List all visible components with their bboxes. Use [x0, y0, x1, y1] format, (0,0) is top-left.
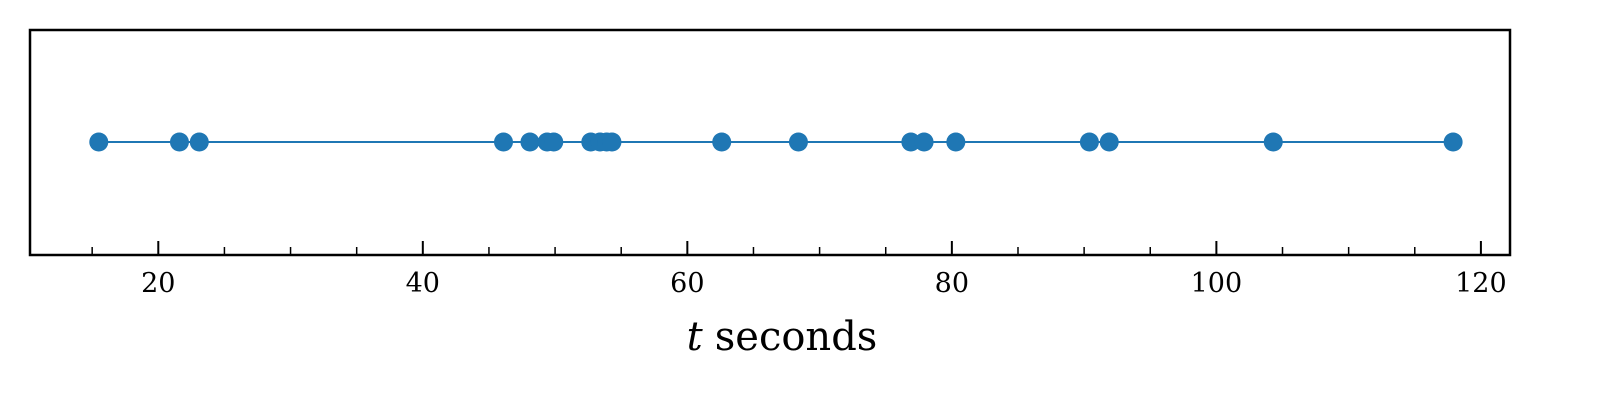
data-point [914, 132, 934, 152]
plot-frame [28, 28, 1512, 257]
data-point [544, 132, 564, 152]
data-point [1099, 132, 1119, 152]
data-point [712, 132, 732, 152]
x-tick-label: 60 [670, 268, 704, 299]
x-tick-labels: 20 40 60 80 100 120 [141, 268, 1507, 299]
x-tick-label: 80 [935, 268, 969, 299]
x-tick-label: 120 [1455, 268, 1507, 299]
data-point [1263, 132, 1283, 152]
data-point [946, 132, 966, 152]
data-point [1079, 132, 1099, 152]
data-point [189, 132, 209, 152]
data-point [602, 132, 622, 152]
data-point [1443, 132, 1463, 152]
data-points [89, 132, 1463, 152]
x-ticks [91, 241, 1482, 255]
data-point [493, 132, 513, 152]
data-point [520, 132, 540, 152]
data-point [169, 132, 189, 152]
x-tick-label: 40 [406, 268, 440, 299]
data-point [89, 132, 109, 152]
data-point [901, 132, 921, 152]
x-tick-label: 20 [141, 268, 175, 299]
data-point [788, 132, 808, 152]
x-axis-label: t seconds [687, 314, 878, 360]
x-tick-label: 100 [1191, 268, 1243, 299]
